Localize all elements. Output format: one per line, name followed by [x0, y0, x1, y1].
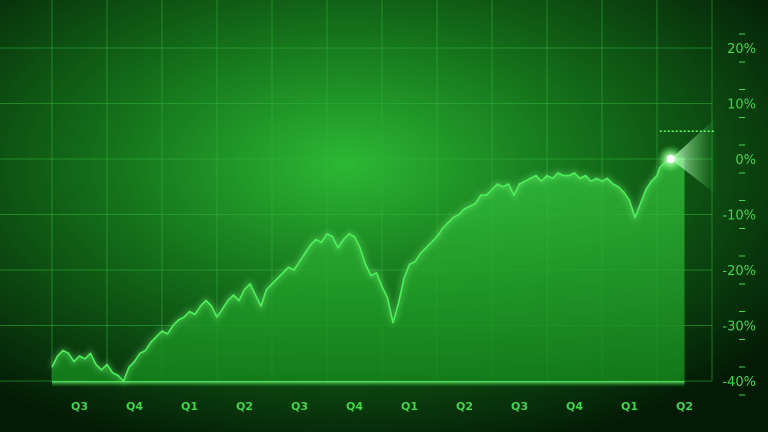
x-tick-label: Q3 — [71, 400, 88, 413]
y-axis-ticks: 20% 10% 0% -10% -20% -30% -40% — [722, 33, 756, 396]
y-tick-label: -10% — [722, 209, 756, 224]
y-tick-label: 0% — [735, 153, 756, 168]
x-tick-label: Q1 — [401, 400, 418, 413]
series-line — [51, 158, 685, 382]
light-beam — [670, 117, 717, 195]
x-tick-label: Q3 — [291, 400, 308, 413]
endpoint-dot — [666, 155, 675, 163]
y-tick-label: -30% — [722, 320, 756, 335]
y-tick-label: -40% — [722, 375, 756, 390]
x-tick-label: Q2 — [676, 400, 693, 413]
x-tick-label: Q2 — [456, 400, 473, 413]
floor-glow — [52, 381, 685, 387]
x-tick-label: Q4 — [126, 400, 143, 413]
y-tick-label: 20% — [727, 42, 756, 57]
x-tick-label: Q4 — [346, 400, 363, 413]
y-tick-label: -20% — [722, 264, 756, 279]
x-tick-label: Q3 — [511, 400, 528, 413]
x-tick-label: Q1 — [621, 400, 638, 413]
x-tick-label: Q2 — [236, 400, 253, 413]
x-tick-label: Q4 — [566, 400, 583, 413]
x-axis-ticks: Q3 Q4 Q1 Q2 Q3 Q4 Q1 Q2 Q3 Q4 Q1 Q2 — [71, 400, 693, 413]
y-tick-label: 10% — [727, 98, 756, 113]
x-tick-label: Q1 — [181, 400, 198, 413]
